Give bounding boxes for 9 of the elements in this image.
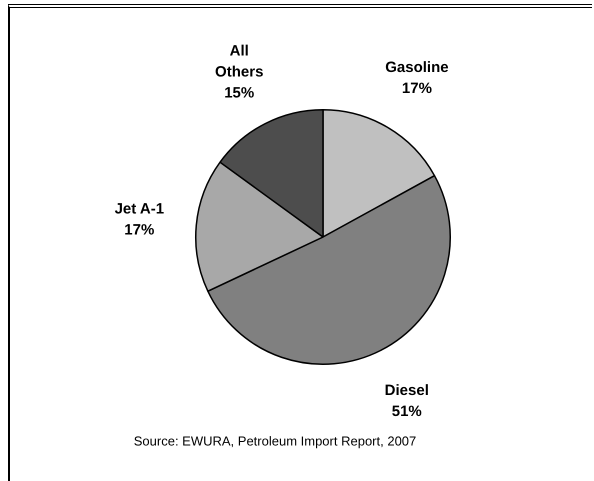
slice-label: Diesel bbox=[384, 382, 429, 400]
slice-label: Jet A-1 bbox=[114, 200, 164, 218]
slice-label: All Others bbox=[215, 42, 264, 81]
source-note: Source: EWURA, Petroleum Import Report, 2007 bbox=[134, 434, 416, 449]
data-label: 51% bbox=[392, 403, 422, 420]
data-label: 15% bbox=[224, 84, 254, 102]
data-label: 17% bbox=[402, 80, 432, 97]
data-label: 17% bbox=[124, 221, 154, 238]
slice-label: Gasoline bbox=[385, 58, 449, 76]
